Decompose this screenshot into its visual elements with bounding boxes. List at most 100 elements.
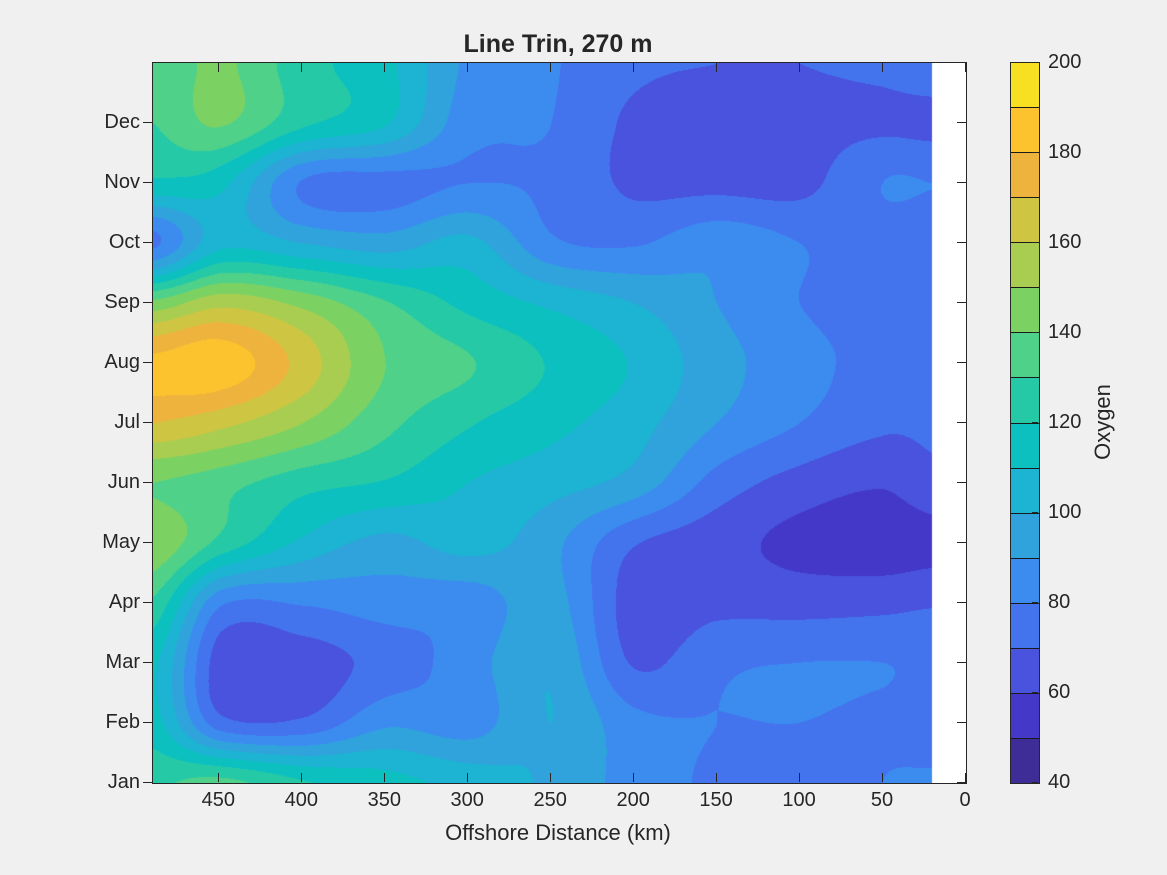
x-axis-tick — [383, 773, 385, 782]
colorbar-segment — [1011, 693, 1039, 739]
x-axis-tick — [632, 63, 634, 72]
x-axis-tick-label: 250 — [533, 789, 567, 811]
colorbar-tick — [1032, 331, 1038, 333]
colorbar-tick-label: 160 — [1048, 231, 1082, 253]
colorbar-segment — [1011, 288, 1039, 334]
colorbar-segment — [1011, 423, 1039, 469]
colorbar-tick — [1032, 241, 1038, 243]
colorbar-tick — [1032, 151, 1038, 153]
colorbar-tick-label: 180 — [1048, 141, 1082, 163]
x-axis-tick — [881, 63, 883, 72]
y-axis-tick — [143, 121, 152, 123]
colorbar-segment — [1011, 468, 1039, 514]
x-axis-label: Offshore Distance (km) — [445, 820, 671, 845]
x-axis-tick — [549, 63, 551, 72]
x-axis-tick-label: 0 — [959, 789, 971, 811]
x-axis-tick — [798, 63, 800, 72]
colorbar-axis-label: Oxygen — [1090, 384, 1115, 460]
x-axis-tick — [881, 773, 883, 782]
colorbar-segment — [1011, 603, 1039, 649]
colorbar-segment — [1011, 153, 1039, 199]
y-axis-tick — [957, 121, 966, 123]
y-axis-tick-label: Aug — [104, 351, 140, 373]
x-axis-tick-label: 350 — [367, 789, 401, 811]
x-axis-tick-label: 150 — [699, 789, 733, 811]
y-axis-tick — [143, 781, 152, 783]
y-axis-tick-label: Jul — [114, 411, 140, 433]
y-axis-tick — [957, 301, 966, 303]
colorbar-tick — [1032, 511, 1038, 513]
y-axis-tick-label: Nov — [104, 171, 140, 193]
colorbar-segment — [1011, 648, 1039, 694]
y-axis-tick-label: Mar — [105, 651, 140, 673]
y-axis-tick-label: Apr — [108, 591, 140, 613]
colorbar-segment — [1011, 558, 1039, 604]
x-axis-tick — [217, 773, 219, 782]
x-axis-tick — [964, 773, 966, 782]
y-axis-tick — [143, 361, 152, 363]
colorbar-segment — [1011, 513, 1039, 559]
colorbar-segment — [1011, 333, 1039, 379]
colorbar-segment — [1011, 243, 1039, 289]
colorbar-segment — [1011, 378, 1039, 424]
x-axis-tick — [632, 773, 634, 782]
y-axis-tick — [143, 301, 152, 303]
colorbar-segment — [1011, 63, 1039, 109]
y-axis-tick — [957, 661, 966, 663]
y-axis-tick-label: Feb — [105, 711, 140, 733]
y-axis-tick — [957, 721, 966, 723]
colorbar-tick-label: 140 — [1048, 321, 1082, 343]
plot-area — [152, 62, 967, 784]
y-axis-tick — [957, 241, 966, 243]
x-axis-tick-label: 100 — [782, 789, 816, 811]
y-axis-tick-label: Jun — [107, 471, 140, 493]
colorbar-tick-label: 200 — [1048, 51, 1082, 73]
x-axis-tick — [964, 63, 966, 72]
colorbar-segment — [1011, 198, 1039, 244]
y-axis-tick — [143, 421, 152, 423]
y-axis-tick — [143, 661, 152, 663]
y-axis-tick — [957, 541, 966, 543]
colorbar-tick — [1032, 421, 1038, 423]
colorbar — [1010, 62, 1040, 784]
y-axis-tick-label: Sep — [104, 291, 140, 313]
colorbar-tick — [1032, 691, 1038, 693]
y-axis-tick — [143, 721, 152, 723]
x-axis-tick — [798, 773, 800, 782]
y-axis-tick — [957, 421, 966, 423]
colorbar-tick-label: 100 — [1048, 501, 1082, 523]
y-axis-tick — [143, 181, 152, 183]
y-axis-tick — [957, 181, 966, 183]
y-axis-tick-label: Oct — [108, 231, 140, 253]
y-axis-tick — [957, 601, 966, 603]
x-axis-tick — [217, 63, 219, 72]
colorbar-tick — [1032, 61, 1038, 63]
colorbar-tick-label: 120 — [1048, 411, 1082, 433]
x-axis-tick — [383, 63, 385, 72]
y-axis-tick — [143, 541, 152, 543]
y-axis-tick — [957, 361, 966, 363]
y-axis-tick-label: Jan — [107, 771, 140, 793]
x-axis-tick-label: 400 — [284, 789, 318, 811]
x-axis-tick — [715, 63, 717, 72]
colorbar-tick-label: 80 — [1048, 591, 1071, 613]
y-axis-tick — [957, 781, 966, 783]
colorbar-tick-label: 40 — [1048, 771, 1071, 793]
y-axis-tick — [143, 481, 152, 483]
x-axis-tick — [549, 773, 551, 782]
x-axis-tick-label: 450 — [201, 789, 236, 811]
x-axis-tick-label: 50 — [870, 789, 894, 811]
colorbar-segment — [1011, 108, 1039, 154]
y-axis-tick — [143, 601, 152, 603]
y-axis-tick-label: May — [102, 531, 140, 553]
colorbar-tick — [1032, 781, 1038, 783]
y-axis-tick — [143, 241, 152, 243]
colorbar-tick-label: 60 — [1048, 681, 1071, 703]
colorbar-tick — [1032, 601, 1038, 603]
colorbar-segment — [1011, 738, 1039, 783]
x-axis-tick — [466, 773, 468, 782]
x-axis-tick — [715, 773, 717, 782]
x-axis-tick — [300, 773, 302, 782]
x-axis-tick — [300, 63, 302, 72]
